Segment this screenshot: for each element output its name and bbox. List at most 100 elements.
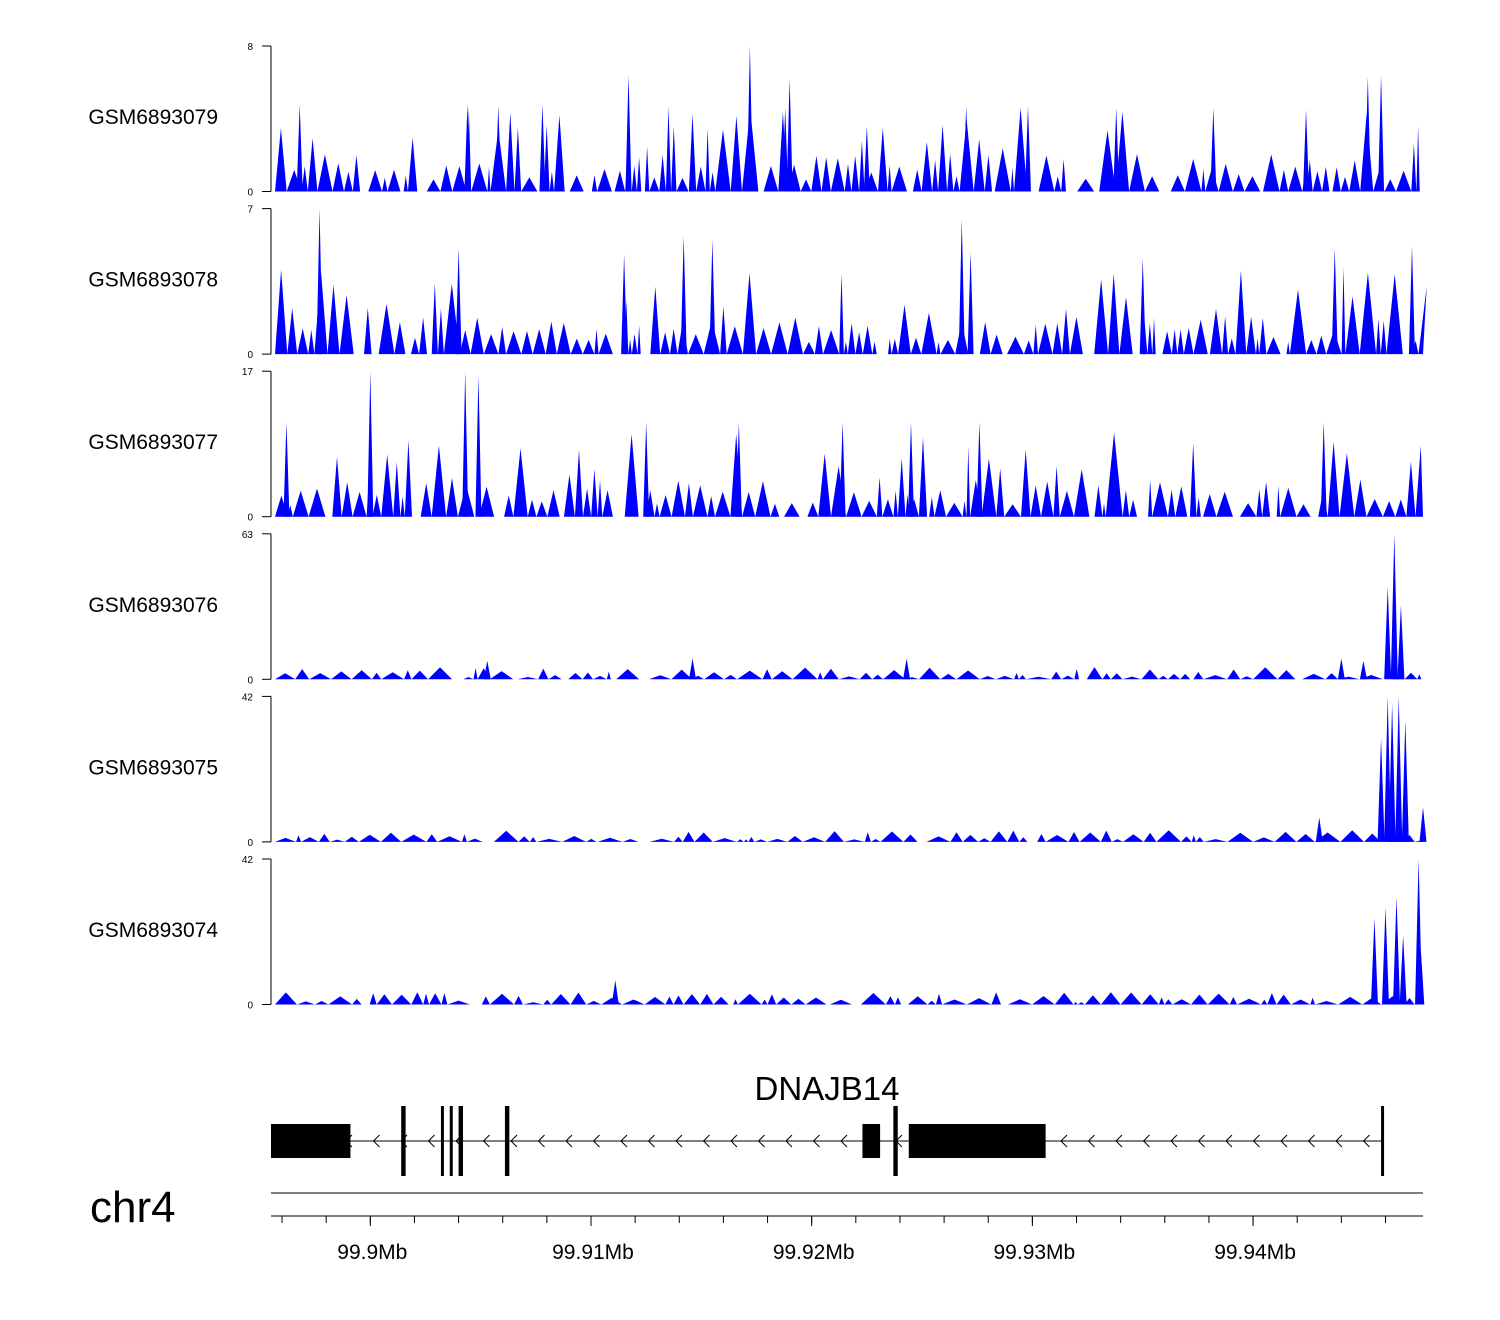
coverage-peak xyxy=(455,248,462,355)
coverage-peak xyxy=(1303,109,1310,192)
coverage-peak xyxy=(689,658,697,680)
coverage-peak xyxy=(863,126,870,192)
coverage-peak xyxy=(1139,258,1146,355)
strand-arrow xyxy=(565,1134,573,1148)
track-GSM6893076: GSM6893076 63 0 xyxy=(88,530,1422,686)
y-tick-label-min: 0 xyxy=(247,513,253,524)
strand-arrow xyxy=(510,1134,518,1148)
coverage-peak xyxy=(1337,658,1345,680)
axis-tick-label: 99.94Mb xyxy=(1214,1241,1296,1264)
coverage-peak xyxy=(539,104,546,192)
coverage-peak xyxy=(1408,246,1415,355)
genome-axis-track: 99.9Mb 99.91Mb 99.92Mb 99.93Mb 99.94Mb xyxy=(271,1192,1423,1264)
axis-tick-label: 99.93Mb xyxy=(994,1241,1076,1264)
y-tick-label-max: 17 xyxy=(242,367,254,378)
gene-exon xyxy=(271,1124,351,1158)
coverage-peak xyxy=(958,218,965,355)
strand-arrow xyxy=(1115,1134,1123,1148)
coverage-peak xyxy=(839,422,846,517)
coverage-peak xyxy=(1210,107,1217,192)
coverage-peak xyxy=(963,106,970,192)
strand-arrow xyxy=(427,1134,435,1148)
axis-tick-label: 99.91Mb xyxy=(552,1241,634,1264)
coverage-area xyxy=(275,106,1420,192)
coverage-peak xyxy=(1399,935,1407,1005)
gene-exon xyxy=(1381,1106,1385,1176)
y-tick-label-max: 42 xyxy=(242,855,254,866)
strand-arrow xyxy=(537,1134,545,1148)
gene-name-label: DNAJB14 xyxy=(755,1070,900,1107)
gene-exon xyxy=(893,1106,898,1176)
gene-model-track: DNAJB14 xyxy=(271,1070,1385,1176)
strand-arrow xyxy=(1280,1134,1288,1148)
track-GSM6893079: GSM6893079 8 0 xyxy=(88,42,1420,199)
y-tick-label-min: 0 xyxy=(247,675,253,686)
coverage-peak xyxy=(1381,907,1389,1005)
coverage-peak xyxy=(1384,586,1392,680)
coverage-area xyxy=(275,667,1422,680)
coverage-peak xyxy=(782,107,789,192)
coverage-peak xyxy=(1397,605,1405,680)
strand-arrow xyxy=(1225,1134,1233,1148)
y-tick-label-min: 0 xyxy=(247,838,253,849)
coverage-peak xyxy=(1419,807,1427,842)
strand-arrow xyxy=(1335,1134,1343,1148)
coverage-peak xyxy=(746,46,753,192)
strand-arrow xyxy=(702,1134,710,1148)
strand-arrow xyxy=(812,1134,820,1148)
coverage-peak xyxy=(643,422,650,517)
strand-arrow xyxy=(785,1134,793,1148)
coverage-area xyxy=(275,432,1423,517)
coverage-peak xyxy=(1024,106,1031,192)
coverage-peak xyxy=(1315,817,1323,842)
gene-exon xyxy=(401,1106,406,1176)
y-tick-label-max: 7 xyxy=(247,205,253,216)
axis-tick-label: 99.92Mb xyxy=(773,1241,855,1264)
coverage-peak xyxy=(976,422,983,517)
coverage-peak xyxy=(621,254,628,355)
track-name-label: GSM6893074 xyxy=(88,919,218,942)
track-name-label: GSM6893077 xyxy=(88,431,218,454)
coverage-peak xyxy=(1359,660,1367,680)
coverage-peak xyxy=(1417,949,1425,1005)
track-GSM6893075: GSM6893075 42 0 xyxy=(88,692,1427,849)
gene-exon xyxy=(504,1106,510,1176)
axis-tick-label: 99.9Mb xyxy=(337,1241,407,1264)
track-GSM6893074: GSM6893074 42 0 xyxy=(88,855,1425,1012)
coverage-peak xyxy=(483,660,491,680)
strand-arrow xyxy=(482,1134,490,1148)
coverage-peak xyxy=(625,75,632,192)
strand-arrow xyxy=(1197,1134,1205,1148)
coverage-peak xyxy=(1388,703,1396,842)
coverage-peak xyxy=(908,422,914,517)
strand-arrow xyxy=(1170,1134,1178,1148)
y-tick-label-min: 0 xyxy=(247,188,253,199)
coverage-peak xyxy=(1370,917,1378,1005)
strand-arrow xyxy=(1087,1134,1095,1148)
coverage-peak xyxy=(903,658,911,680)
coverage-peak xyxy=(475,375,482,517)
track-name-label: GSM6893079 xyxy=(88,106,218,129)
y-tick-label-min: 0 xyxy=(247,1001,253,1012)
strand-arrow xyxy=(647,1134,655,1148)
coverage-area xyxy=(275,267,1427,355)
coverage-peak xyxy=(611,980,619,1005)
strand-arrow xyxy=(1252,1134,1260,1148)
coverage-tracks: GSM689307980GSM689307870GSM6893077170GSM… xyxy=(88,42,1427,1012)
track-name-label: GSM6893078 xyxy=(88,269,218,292)
coverage-peak xyxy=(316,208,323,355)
gene-exon xyxy=(862,1124,881,1158)
gene-exon xyxy=(449,1106,453,1176)
coverage-peak xyxy=(735,422,742,517)
coverage-peak xyxy=(1401,720,1409,842)
coverage-peak xyxy=(464,104,471,192)
coverage-peak xyxy=(495,106,502,192)
coverage-peak xyxy=(1378,75,1385,192)
strand-arrow xyxy=(592,1134,600,1148)
track-GSM6893078: GSM6893078 7 0 xyxy=(88,205,1427,361)
strand-arrow xyxy=(675,1134,683,1148)
strand-arrow xyxy=(1142,1134,1150,1148)
coverage-peak xyxy=(1377,737,1385,842)
coverage-area xyxy=(275,830,1426,842)
strand-arrow xyxy=(757,1134,765,1148)
